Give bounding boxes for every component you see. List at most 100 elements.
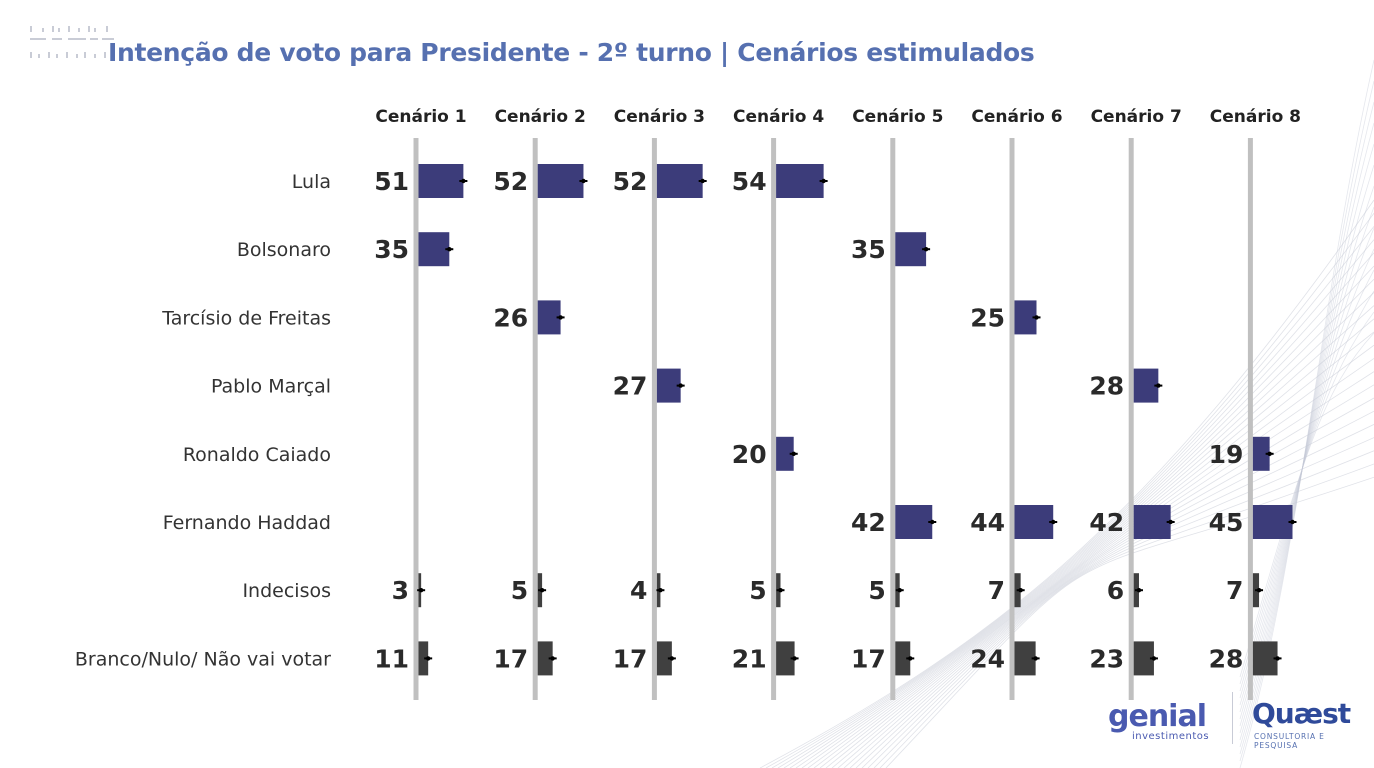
- data-label: 28: [1089, 372, 1124, 401]
- data-bar: [656, 164, 703, 198]
- scenario-axis-line: [1128, 138, 1134, 700]
- data-label: 5: [749, 576, 766, 605]
- error-bar-point: [678, 383, 683, 388]
- data-label: 54: [732, 167, 767, 196]
- error-bar-point: [658, 588, 663, 593]
- data-bar: [1014, 300, 1037, 335]
- quaest-logo: Quæst CONSULTORIA E PESQUISA: [1252, 697, 1362, 751]
- data-bar: [418, 232, 450, 267]
- scenario-header: Cenário 5: [852, 107, 943, 127]
- data-label: 52: [613, 167, 648, 196]
- data-bar: [895, 505, 933, 539]
- row-label: Lula: [292, 171, 331, 193]
- error-bar-point: [581, 178, 586, 184]
- error-bar-point: [908, 656, 913, 661]
- error-bar-point: [1136, 588, 1142, 593]
- row-label: Branco/Nulo/ Não vai votar: [75, 648, 331, 670]
- data-bar: [537, 641, 553, 676]
- data-label: 24: [970, 644, 1005, 673]
- genial-logo: genial investimentos: [1108, 700, 1218, 746]
- data-label: 17: [851, 644, 886, 673]
- data-bar: [1252, 436, 1270, 471]
- data-bar: [776, 164, 824, 198]
- data-label: 19: [1209, 440, 1244, 469]
- scenario-axis-line: [532, 138, 538, 700]
- data-label: 28: [1209, 644, 1244, 673]
- scenario-axis-line: [651, 138, 657, 700]
- data-label: 27: [613, 372, 648, 401]
- scenario-axis-line: [1009, 138, 1015, 700]
- data-bar: [418, 164, 464, 198]
- data-bar: [895, 232, 927, 267]
- error-bar-point: [418, 588, 424, 593]
- error-bar-point: [923, 247, 929, 252]
- error-bar-point: [1034, 315, 1039, 320]
- error-bar-point: [447, 247, 452, 252]
- error-bar-point: [1290, 519, 1295, 525]
- row-label: Bolsonaro: [237, 239, 331, 261]
- data-bar: [1252, 505, 1293, 539]
- scenario-header: Cenário 2: [495, 107, 586, 127]
- logo-divider: [1232, 692, 1233, 744]
- genial-logo-word: genial: [1108, 699, 1207, 734]
- data-label: 44: [970, 508, 1005, 537]
- data-label: 21: [732, 644, 767, 673]
- quaest-logo-sub: CONSULTORIA E PESQUISA: [1254, 732, 1325, 750]
- data-label: 17: [613, 644, 648, 673]
- error-bar-point: [1267, 451, 1272, 456]
- scenario-axis-line: [890, 138, 896, 700]
- error-bar-point: [461, 178, 466, 184]
- data-label: 23: [1089, 644, 1124, 673]
- data-label: 17: [493, 644, 528, 673]
- error-bar-point: [897, 588, 902, 593]
- error-bar-point: [1256, 588, 1262, 593]
- data-label: 52: [493, 167, 528, 196]
- error-bar-point: [930, 519, 935, 525]
- data-label: 42: [851, 508, 886, 537]
- row-label: Ronaldo Caiado: [183, 444, 331, 466]
- decorative-dots-icon: [30, 26, 114, 58]
- error-bar-point: [425, 656, 431, 661]
- error-bar-point: [1275, 656, 1280, 661]
- error-bar-point: [1018, 588, 1023, 593]
- data-bar: [776, 436, 794, 471]
- data-bar: [1133, 368, 1159, 403]
- scenario-axis-line: [413, 138, 419, 700]
- error-bar-point: [1033, 656, 1038, 661]
- error-bar-point: [1156, 383, 1161, 388]
- data-bar: [537, 164, 584, 198]
- error-bar-point: [1168, 519, 1173, 525]
- data-label: 7: [988, 576, 1005, 605]
- error-bar-point: [669, 656, 675, 661]
- data-bar: [776, 641, 795, 676]
- scenario-axis-line: [771, 138, 777, 700]
- genial-logo-sub: investimentos: [1132, 731, 1210, 742]
- data-label: 5: [511, 576, 528, 605]
- error-bar-point: [821, 178, 826, 184]
- scenario-header: Cenário 4: [733, 107, 824, 127]
- data-label: 20: [732, 440, 767, 469]
- error-bar-point: [778, 588, 783, 593]
- scenario-header: Cenário 3: [614, 107, 705, 127]
- chart-title: Intenção de voto para Presidente - 2º tu…: [108, 38, 1035, 67]
- data-label: 6: [1107, 576, 1124, 605]
- data-bar: [1014, 505, 1054, 539]
- error-bar-point: [1151, 656, 1157, 661]
- scenario-axis-line: [1247, 138, 1253, 700]
- data-bar: [1133, 505, 1171, 539]
- scenario-header: Cenário 1: [375, 107, 466, 127]
- data-label: 4: [630, 576, 647, 605]
- error-bar-point: [558, 315, 563, 320]
- scenario-header: Cenário 6: [971, 107, 1062, 127]
- data-bar: [656, 641, 672, 676]
- data-label: 5: [868, 576, 885, 605]
- data-label: 51: [374, 167, 409, 196]
- error-bar-point: [792, 656, 797, 661]
- data-bar: [895, 641, 911, 676]
- data-label: 35: [851, 235, 886, 264]
- quaest-logo-word: Quæst: [1252, 697, 1351, 730]
- data-bar: [1252, 641, 1278, 676]
- data-label: 42: [1089, 508, 1124, 537]
- data-bar: [1014, 641, 1036, 676]
